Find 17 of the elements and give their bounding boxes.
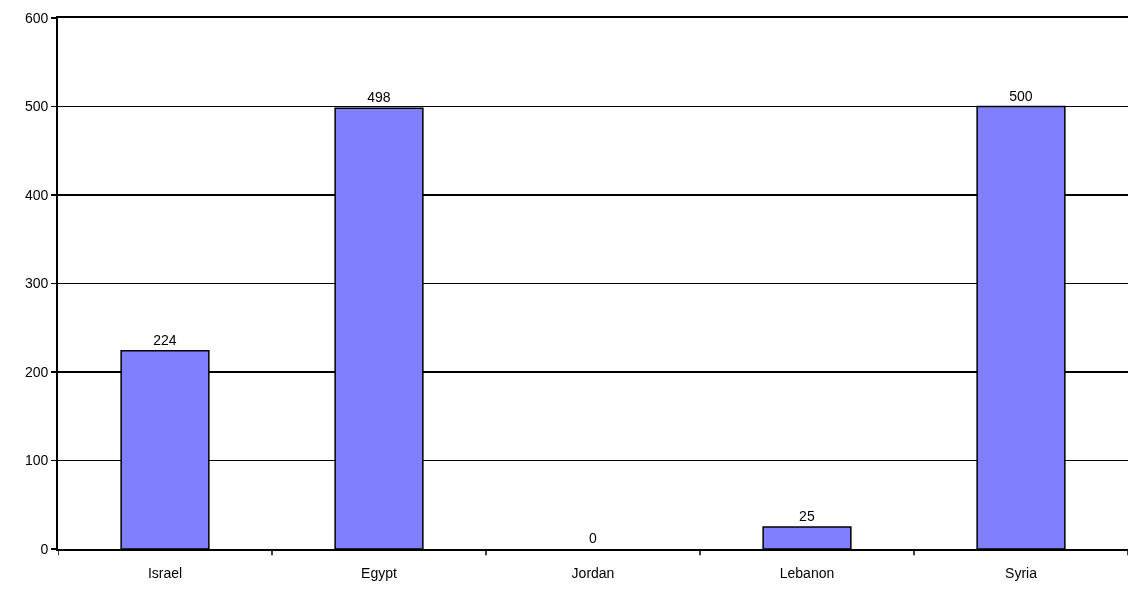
y-tick-label: 400: [25, 186, 49, 203]
x-tick-label: Lebanon: [779, 564, 835, 581]
data-label: 224: [153, 331, 177, 348]
y-tick-label: 300: [25, 275, 49, 292]
y-tick-label: 500: [25, 98, 49, 115]
data-label: 25: [799, 507, 815, 524]
y-tick-label: 0: [40, 540, 49, 557]
data-label: 0: [589, 530, 597, 546]
x-tick-label: Jordan: [571, 564, 615, 581]
y-tick-label: 200: [25, 363, 49, 380]
y-tick-label: 600: [25, 9, 49, 26]
data-label: 500: [1009, 87, 1033, 104]
x-tick-label: Egypt: [361, 564, 397, 581]
y-tick-label: 100: [25, 452, 49, 469]
data-label: 498: [367, 89, 391, 106]
x-tick-label: Syria: [1005, 564, 1038, 581]
x-tick-label: Israel: [147, 564, 183, 581]
